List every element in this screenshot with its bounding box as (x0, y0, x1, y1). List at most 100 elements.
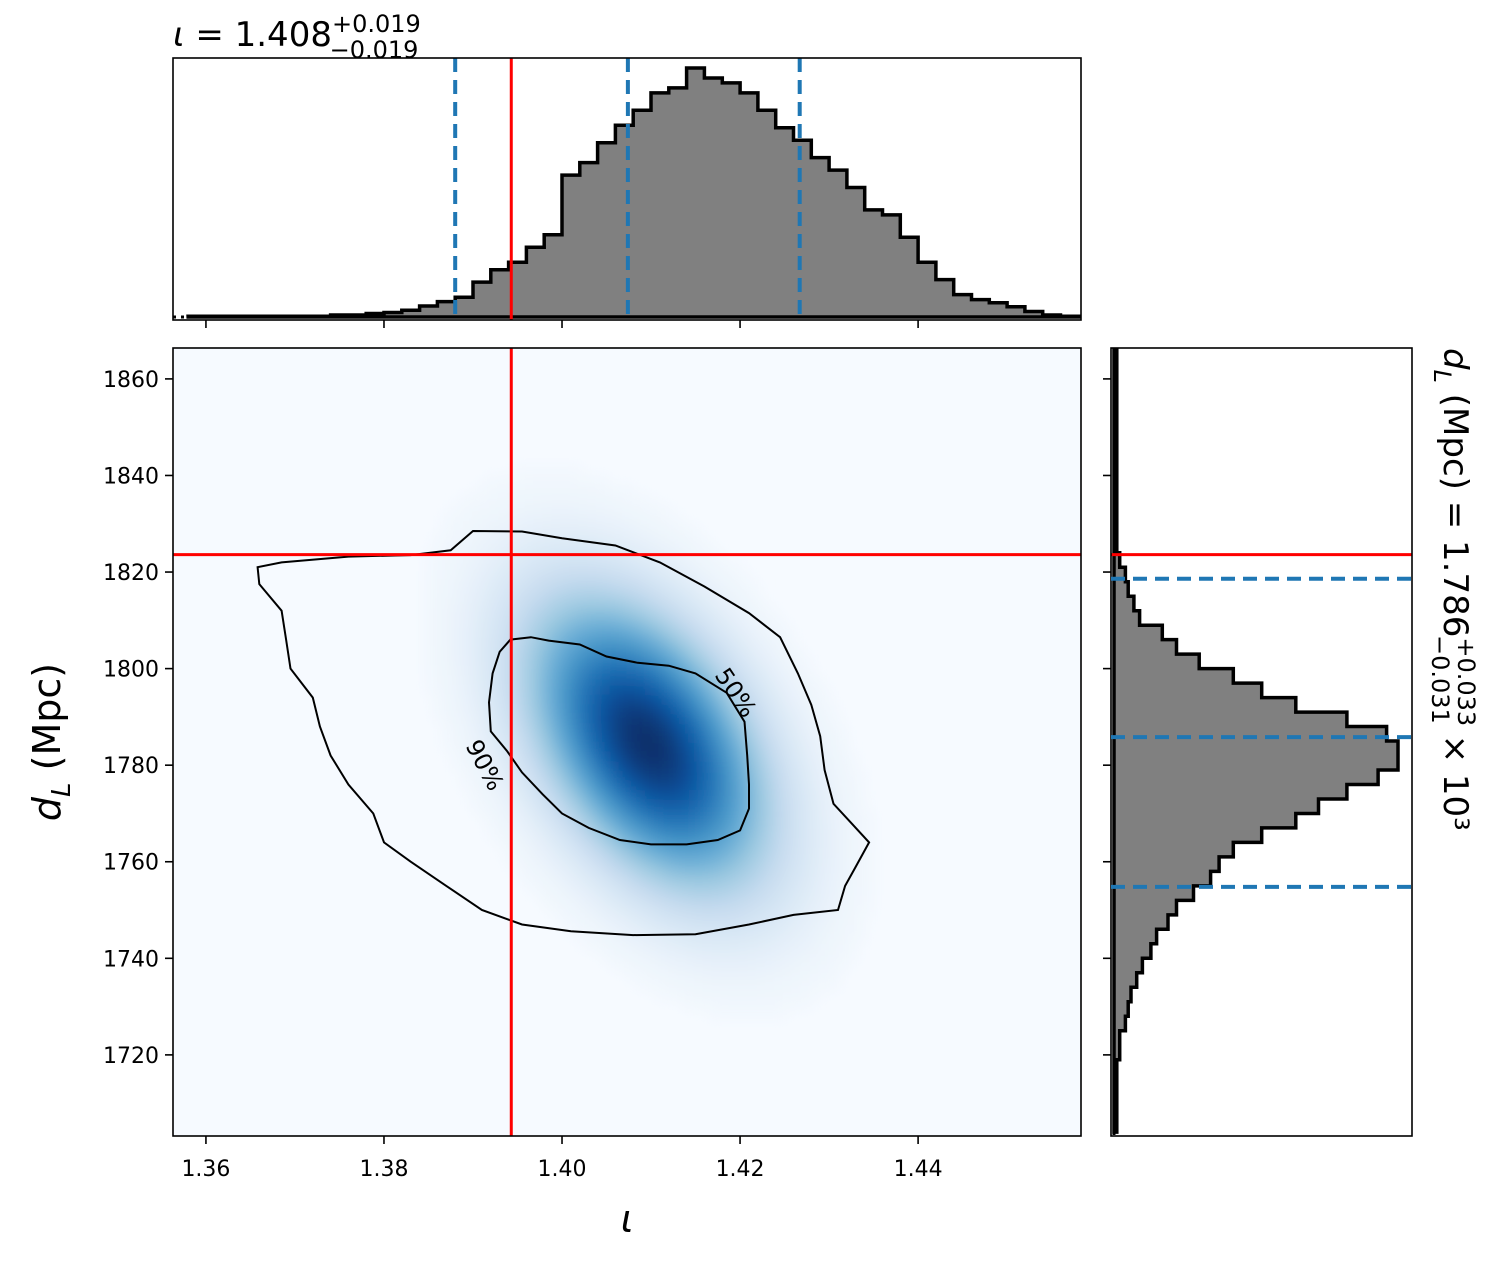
density-cell (537, 742, 548, 753)
density-cell (627, 597, 637, 609)
density-cell (724, 905, 735, 916)
density-cell (644, 578, 655, 589)
density-cell (822, 857, 833, 868)
density-cell (760, 693, 771, 705)
density-cell (529, 742, 539, 753)
density-cell (751, 713, 762, 724)
density-cell (822, 924, 833, 935)
density-cell (671, 626, 682, 637)
density-cell (724, 1001, 735, 1012)
density-cell (707, 722, 717, 733)
density-cell (751, 809, 762, 820)
density-cell (555, 780, 566, 791)
density-cell (716, 838, 726, 849)
density-cell (627, 809, 637, 820)
density-cell (689, 530, 699, 541)
density-cell (840, 761, 851, 772)
density-cell (431, 617, 441, 628)
density-cell (618, 511, 628, 522)
density-cell (707, 1001, 717, 1012)
density-cell (689, 780, 699, 791)
density-cell (796, 770, 806, 782)
density-cell (564, 636, 575, 647)
density-cell (493, 818, 503, 830)
density-cell (644, 914, 655, 926)
density-cell (475, 520, 486, 532)
density-cell (662, 713, 673, 724)
density-cell (813, 876, 824, 887)
density-cell (653, 511, 664, 522)
density-cell (600, 693, 610, 705)
density-cell (546, 626, 557, 637)
density-cell (689, 905, 699, 916)
density-cell (582, 751, 592, 762)
density-cell (680, 655, 690, 666)
density-cell (591, 607, 601, 618)
density-cell (600, 530, 610, 541)
density-cell (618, 924, 628, 935)
density-cell (493, 693, 503, 705)
density-cell (564, 732, 575, 743)
density-cell (475, 626, 486, 637)
density-cell (582, 655, 592, 666)
density-cell (760, 1001, 771, 1012)
density-cell (546, 751, 557, 762)
density-cell (662, 559, 673, 570)
density-cell (537, 732, 548, 743)
density-cell (609, 511, 619, 522)
density-cell (867, 857, 877, 868)
density-cell (867, 838, 877, 849)
density-cell (493, 770, 503, 782)
density-cell (822, 982, 833, 993)
density-cell (805, 914, 815, 926)
density-cell (840, 790, 851, 801)
density-cell (698, 588, 708, 599)
density-cell (716, 770, 726, 782)
density-cell (680, 607, 690, 618)
density-cell (546, 703, 557, 714)
dl-title-value: (Mpc) = 1.786 (1435, 383, 1475, 637)
density-cell (751, 895, 762, 906)
density-cell (564, 472, 575, 484)
density-cell (680, 982, 690, 993)
density-cell (502, 588, 512, 599)
density-cell (671, 732, 682, 743)
density-cell (591, 511, 601, 522)
density-cell (440, 626, 450, 637)
density-cell (591, 934, 601, 945)
density-cell (582, 530, 592, 541)
density-cell (805, 799, 815, 810)
density-cell (707, 886, 717, 897)
density-cell (742, 924, 753, 935)
density-cell (653, 674, 664, 685)
density-cell (609, 751, 619, 762)
density-cell (475, 655, 486, 666)
density-cell (698, 866, 708, 878)
density-cell (635, 828, 646, 839)
density-cell (635, 799, 646, 810)
density-cell (564, 895, 575, 906)
density-cell (813, 790, 824, 801)
density-cell (671, 540, 682, 551)
density-cell (600, 597, 610, 609)
density-cell (564, 645, 575, 657)
density-cell (698, 991, 708, 1003)
density-cell (724, 799, 735, 810)
density-cell (493, 501, 503, 512)
density-cell (733, 943, 744, 955)
density-cell (618, 828, 628, 839)
density-cell (787, 895, 797, 906)
density-cell (733, 655, 744, 666)
density-cell (867, 809, 877, 820)
density-cell (466, 684, 477, 695)
density-cell (716, 866, 726, 878)
density-cell (573, 655, 584, 666)
density-cell (502, 530, 512, 541)
density-cell (724, 934, 735, 945)
density-cell (627, 636, 637, 647)
density-cell (840, 905, 851, 916)
density-cell (502, 799, 512, 810)
density-cell (831, 982, 842, 993)
density-cell (475, 780, 486, 791)
density-cell (840, 847, 851, 858)
